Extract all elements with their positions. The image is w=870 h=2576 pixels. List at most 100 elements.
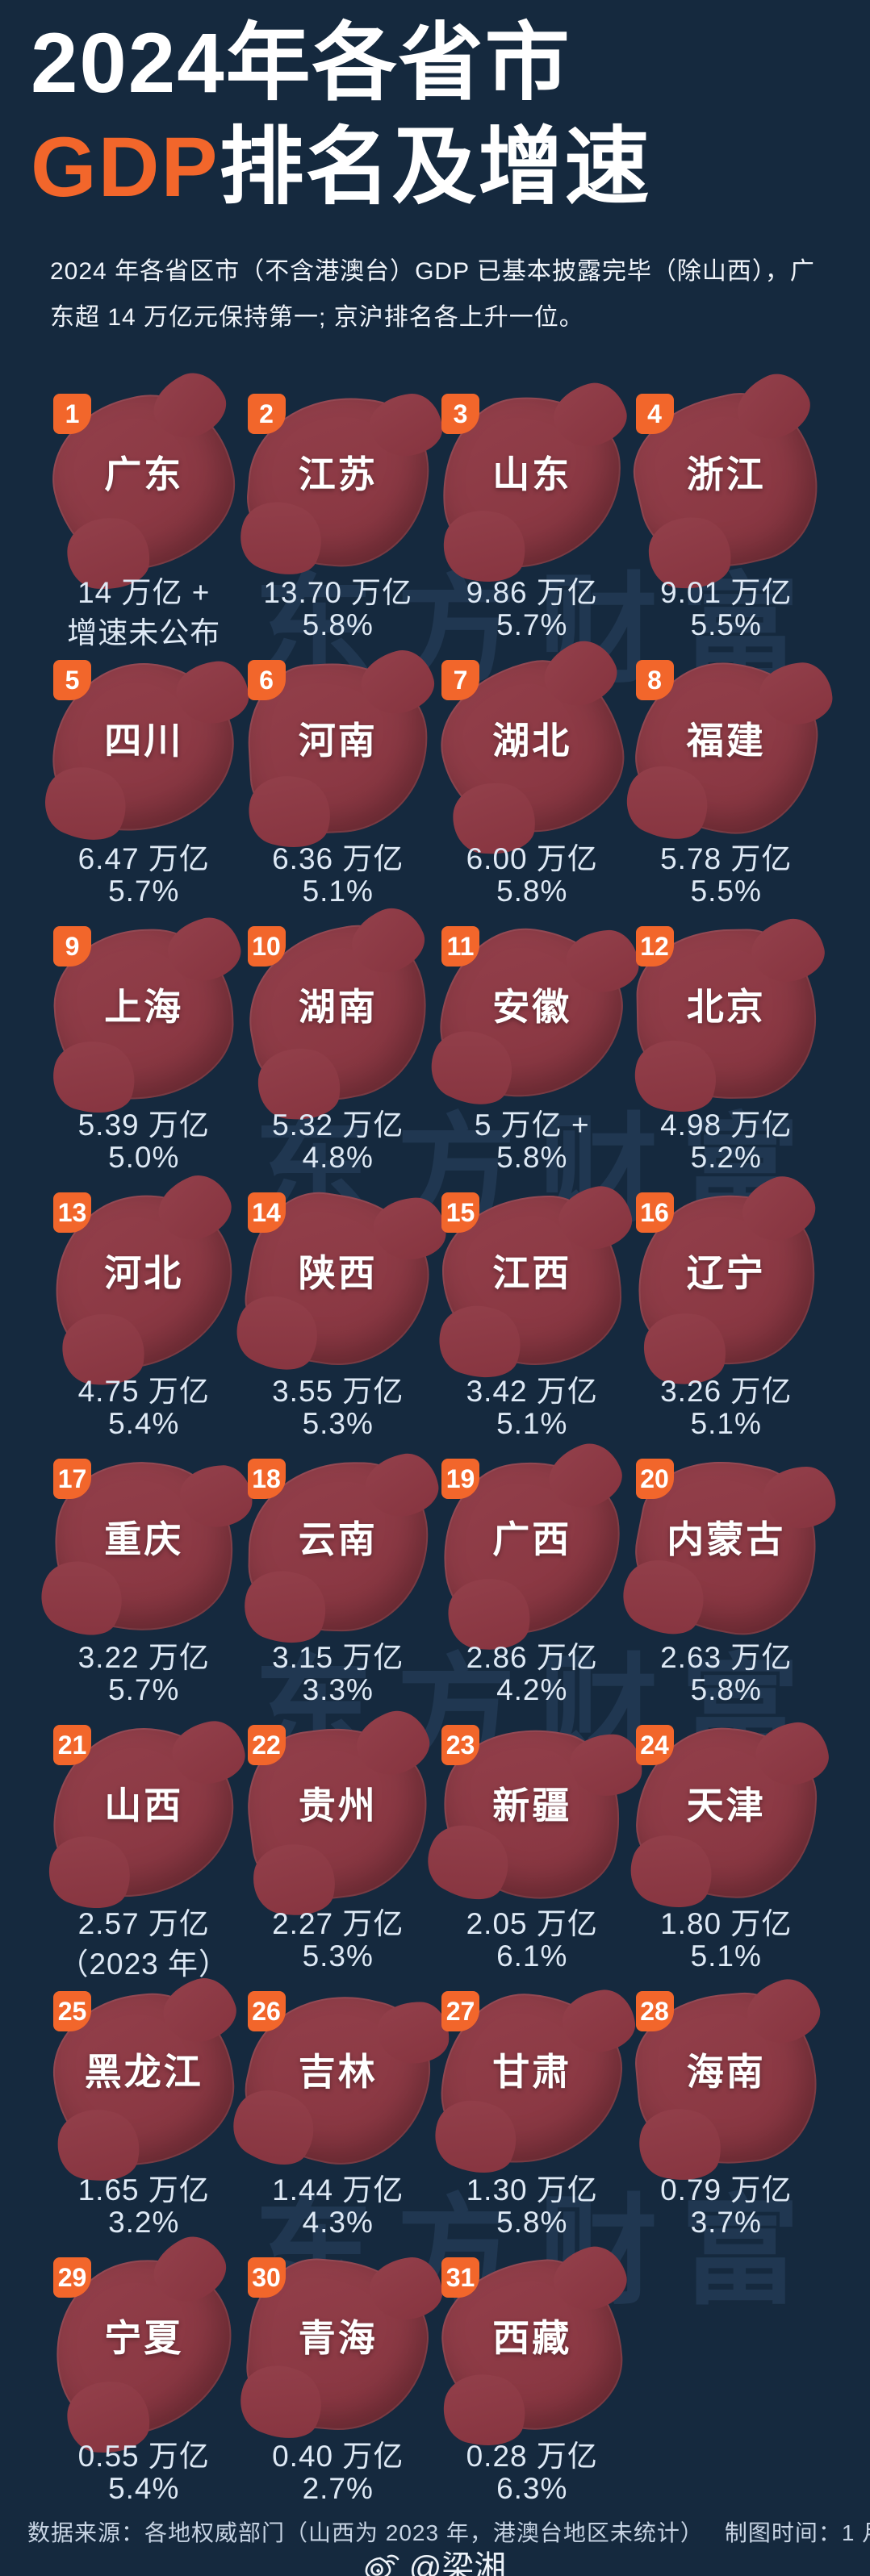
- gdp-value: 0.55 万亿: [77, 2440, 210, 2473]
- growth-value: 5.8%: [496, 875, 568, 908]
- rank-badge: 28: [635, 1991, 674, 2031]
- growth-value: 4.2%: [496, 1673, 568, 1706]
- growth-value: 5.8%: [690, 1673, 762, 1706]
- province-name: 湖北: [492, 720, 572, 762]
- growth-value: 5.5%: [690, 608, 762, 641]
- rank-badge: 12: [635, 926, 674, 967]
- province-map: 贵州: [238, 1718, 437, 1908]
- growth-value: 5.4%: [108, 2472, 180, 2505]
- province-map: 云南: [246, 1460, 429, 1633]
- province-cell: 28 海南 0.79 万亿 3.7%: [629, 1986, 824, 2257]
- gdp-value: 6.36 万亿: [272, 842, 404, 875]
- province-map: 西藏: [437, 2254, 628, 2436]
- province-cell: 17 重庆 3.22 万亿 5.7%: [40, 1447, 247, 1725]
- province-name: 福建: [686, 720, 766, 762]
- growth-value: 5.8%: [302, 608, 374, 641]
- credit-handle: @梁湘: [408, 2550, 507, 2576]
- province-map: 甘肃: [437, 1988, 628, 2170]
- page-title-line1: 2024年各省市: [31, 11, 846, 115]
- province-name: 吉林: [298, 2051, 378, 2093]
- gdp-value: 0.79 万亿: [660, 2173, 793, 2207]
- rank-badge: 13: [53, 1192, 91, 1233]
- growth-value: 5.7%: [108, 875, 180, 908]
- province-cell: 2 江苏 13.70 万亿 5.8%: [241, 389, 436, 660]
- gdp-value: 6.00 万亿: [466, 842, 598, 875]
- growth-value: 5.0%: [108, 1141, 180, 1174]
- rank-badge: 16: [635, 1192, 674, 1233]
- subtitle: 2024 年各省区市（不含港澳台）GDP 已基本披露完毕（除山西），广东超 14…: [50, 258, 815, 331]
- province-name: 山西: [104, 1785, 184, 1827]
- rank-badge: 2: [247, 394, 286, 434]
- province-cell: 8 福建 5.78 万亿 5.5%: [626, 653, 826, 926]
- province-map: 湖北: [426, 646, 638, 850]
- gdp-value: 4.75 万亿: [77, 1375, 210, 1408]
- rank-badge: 18: [247, 1459, 286, 1499]
- growth-value: 4.8%: [302, 1141, 374, 1174]
- province-cell: 19 广西 2.86 万亿 4.2%: [431, 1450, 633, 1725]
- gdp-value: 1.30 万亿: [466, 2173, 598, 2207]
- growth-value: 5.3%: [302, 1407, 374, 1440]
- credit-line: @梁湘: [0, 2541, 870, 2576]
- province-map: 辽宁: [624, 1182, 828, 1379]
- growth-value: （2023 年）: [58, 1948, 230, 1981]
- province-name: 天津: [686, 1785, 766, 1827]
- province-cell: 12 北京 4.98 万亿 5.2%: [629, 926, 824, 1192]
- rank-badge: 26: [247, 1991, 286, 2031]
- province-name: 甘肃: [492, 2051, 572, 2093]
- rank-badge: 30: [247, 2257, 286, 2298]
- made-time-text: 制图时间：1 月 24 日: [724, 2520, 870, 2545]
- province-map: 陕西: [236, 1182, 440, 1379]
- province-name: 江苏: [298, 453, 378, 495]
- province-name: 山东: [492, 453, 572, 495]
- province-map: 北京: [634, 928, 818, 1100]
- province-cell: 31 西藏 0.28 万亿 6.3%: [435, 2254, 629, 2524]
- gdp-value: 2.05 万亿: [466, 1907, 598, 1940]
- province-cell: 16 辽宁 3.26 万亿 5.1%: [624, 1182, 828, 1459]
- rank-badge: 14: [247, 1192, 286, 1233]
- province-name: 青海: [298, 2317, 378, 2359]
- province-name: 安徽: [492, 986, 572, 1028]
- growth-value: 5.7%: [496, 608, 568, 641]
- province-cell: 24 天津 1.80 万亿 5.1%: [629, 1723, 824, 1991]
- rank-badge: 24: [635, 1725, 674, 1765]
- province-name: 西藏: [492, 2317, 572, 2359]
- gdp-value: 5.32 万亿: [272, 1108, 404, 1142]
- gdp-value: 14 万亿 +: [77, 576, 211, 609]
- province-grid: 1 广东 14 万亿 + 增速未公布 2 江苏 13.70 万亿 5.8% 3 …: [36, 378, 833, 2524]
- province-map: 安徽: [431, 917, 633, 1111]
- province-map: 福建: [626, 653, 826, 843]
- province-map: 天津: [632, 1723, 821, 1902]
- growth-value: 3.7%: [690, 2206, 762, 2239]
- rank-badge: 11: [441, 926, 479, 967]
- province-name: 重庆: [104, 1518, 184, 1560]
- gdp-value: 0.40 万亿: [272, 2440, 404, 2473]
- growth-value: 5.1%: [496, 1407, 568, 1440]
- gdp-value: 3.15 万亿: [272, 1641, 404, 1674]
- province-name: 四川: [104, 720, 184, 762]
- rank-badge: 20: [635, 1459, 674, 1499]
- growth-value: 4.3%: [302, 2206, 374, 2239]
- rank-badge: 29: [53, 2257, 91, 2298]
- gdp-value: 9.86 万亿: [466, 576, 598, 609]
- rank-badge: 31: [441, 2257, 479, 2298]
- rank-badge: 19: [441, 1459, 479, 1499]
- growth-value: 5.4%: [108, 1407, 180, 1440]
- province-name: 上海: [104, 986, 184, 1028]
- rank-badge: 17: [53, 1459, 91, 1499]
- province-cell: 3 山东 9.86 万亿 5.7%: [435, 390, 629, 660]
- province-name: 贵州: [298, 1785, 378, 1827]
- weibo-icon: [365, 2554, 399, 2576]
- province-cell: 6 河南 6.36 万亿 5.1%: [241, 658, 436, 926]
- gdp-value: 2.27 万亿: [272, 1907, 404, 1940]
- gdp-value: 6.47 万亿: [77, 842, 210, 875]
- province-map: 宁夏: [36, 2241, 252, 2449]
- growth-value: 5.2%: [690, 1141, 762, 1174]
- gdp-value: 5 万亿 +: [474, 1108, 590, 1142]
- province-cell: 7 湖北 6.00 万亿 5.8%: [426, 646, 638, 926]
- growth-value: 5.8%: [496, 1141, 568, 1174]
- province-name: 河北: [104, 1252, 184, 1294]
- province-cell: 21 山西 2.57 万亿 （2023 年）: [47, 1725, 241, 1991]
- province-name: 河南: [298, 720, 378, 762]
- page-title-line2: GDP排名及增速: [31, 115, 846, 219]
